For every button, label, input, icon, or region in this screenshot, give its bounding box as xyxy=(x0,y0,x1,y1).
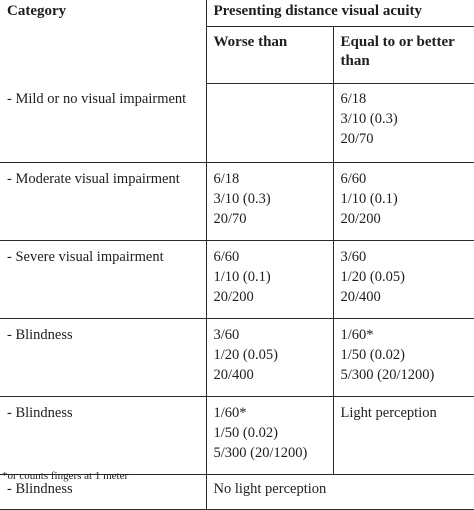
table-row: - Blindness 3/60 1/20 (0.05) 20/400 1/60… xyxy=(0,318,474,397)
acuity-value: 3/60 xyxy=(340,249,367,265)
acuity-value: 5/300 (20/1200) xyxy=(213,445,308,461)
acuity-value: 1/60* xyxy=(340,327,374,343)
subheader-row: Worse than Equal to or better than xyxy=(0,26,474,84)
acuity-value: 1/60* xyxy=(213,405,247,421)
footnote: *or counts fingers at 1 meter xyxy=(2,470,129,482)
category-cell: - Mild or no visual impairment xyxy=(0,83,206,163)
acuity-value: Light perception xyxy=(340,405,437,421)
acuity-value: 20/200 xyxy=(340,211,381,227)
acuity-value: 6/18 xyxy=(213,171,240,187)
equal-or-better-cell: 6/60 1/10 (0.1) 20/200 xyxy=(332,162,474,241)
category-header-blank xyxy=(0,27,206,84)
equal-or-better-cell: 1/60* 1/50 (0.02) 5/300 (20/1200) xyxy=(332,318,474,397)
acuity-value: 1/50 (0.02) xyxy=(340,347,405,363)
table-row: - Mild or no visual impairment 6/18 3/10… xyxy=(0,83,474,163)
worse-than-header: Worse than xyxy=(205,26,333,84)
acuity-value: 1/20 (0.05) xyxy=(340,269,405,285)
table-row: - Moderate visual impairment 6/18 3/10 (… xyxy=(0,162,474,241)
worse-than-cell xyxy=(205,83,333,163)
acuity-span-cell: No light perception xyxy=(205,474,474,510)
acuity-value: 6/18 xyxy=(340,91,367,107)
category-cell: - Severe visual impairment xyxy=(0,240,206,319)
acuity-value: 3/60 xyxy=(213,327,240,343)
equal-or-better-cell: 6/18 3/10 (0.3) 20/70 xyxy=(332,83,474,163)
acuity-value: 3/10 (0.3) xyxy=(340,111,398,127)
acuity-value: 1/20 (0.05) xyxy=(213,347,278,363)
equal-or-better-cell: 3/60 1/20 (0.05) 20/400 xyxy=(332,240,474,319)
category-header: Category xyxy=(7,3,67,19)
acuity-value: 20/400 xyxy=(213,367,254,383)
equal-or-better-header: Equal to or better than xyxy=(332,26,474,84)
acuity-value: 1/50 (0.02) xyxy=(213,425,278,441)
category-cell: - Blindness xyxy=(0,318,206,397)
worse-than-cell: 6/60 1/10 (0.1) 20/200 xyxy=(205,240,333,319)
acuity-value: 20/70 xyxy=(340,131,374,147)
table-row: - Blindness 1/60* 1/50 (0.02) 5/300 (20/… xyxy=(0,396,474,475)
acuity-value: 1/10 (0.1) xyxy=(340,191,398,207)
worse-than-cell: 3/60 1/20 (0.05) 20/400 xyxy=(205,318,333,397)
acuity-value: 6/60 xyxy=(340,171,367,187)
worse-than-cell: 6/18 3/10 (0.3) 20/70 xyxy=(205,162,333,241)
acuity-value: 6/60 xyxy=(213,249,240,265)
equal-or-better-cell: Light perception xyxy=(332,396,474,475)
category-cell: - Blindness xyxy=(0,396,206,475)
acuity-value: 5/300 (20/1200) xyxy=(340,367,435,383)
table-row: - Severe visual impairment 6/60 1/10 (0.… xyxy=(0,240,474,319)
acuity-value: 1/10 (0.1) xyxy=(213,269,271,285)
worse-than-cell: 1/60* 1/50 (0.02) 5/300 (20/1200) xyxy=(205,396,333,475)
category-cell: - Moderate visual impairment xyxy=(0,162,206,241)
header-row: Category Presenting distance visual acui… xyxy=(0,0,474,27)
acuity-value: 20/400 xyxy=(340,289,381,305)
acuity-value: 20/70 xyxy=(213,211,247,227)
acuity-value: 3/10 (0.3) xyxy=(213,191,271,207)
acuity-header: Presenting distance visual acuity xyxy=(205,0,474,27)
acuity-value: 20/200 xyxy=(213,289,254,305)
